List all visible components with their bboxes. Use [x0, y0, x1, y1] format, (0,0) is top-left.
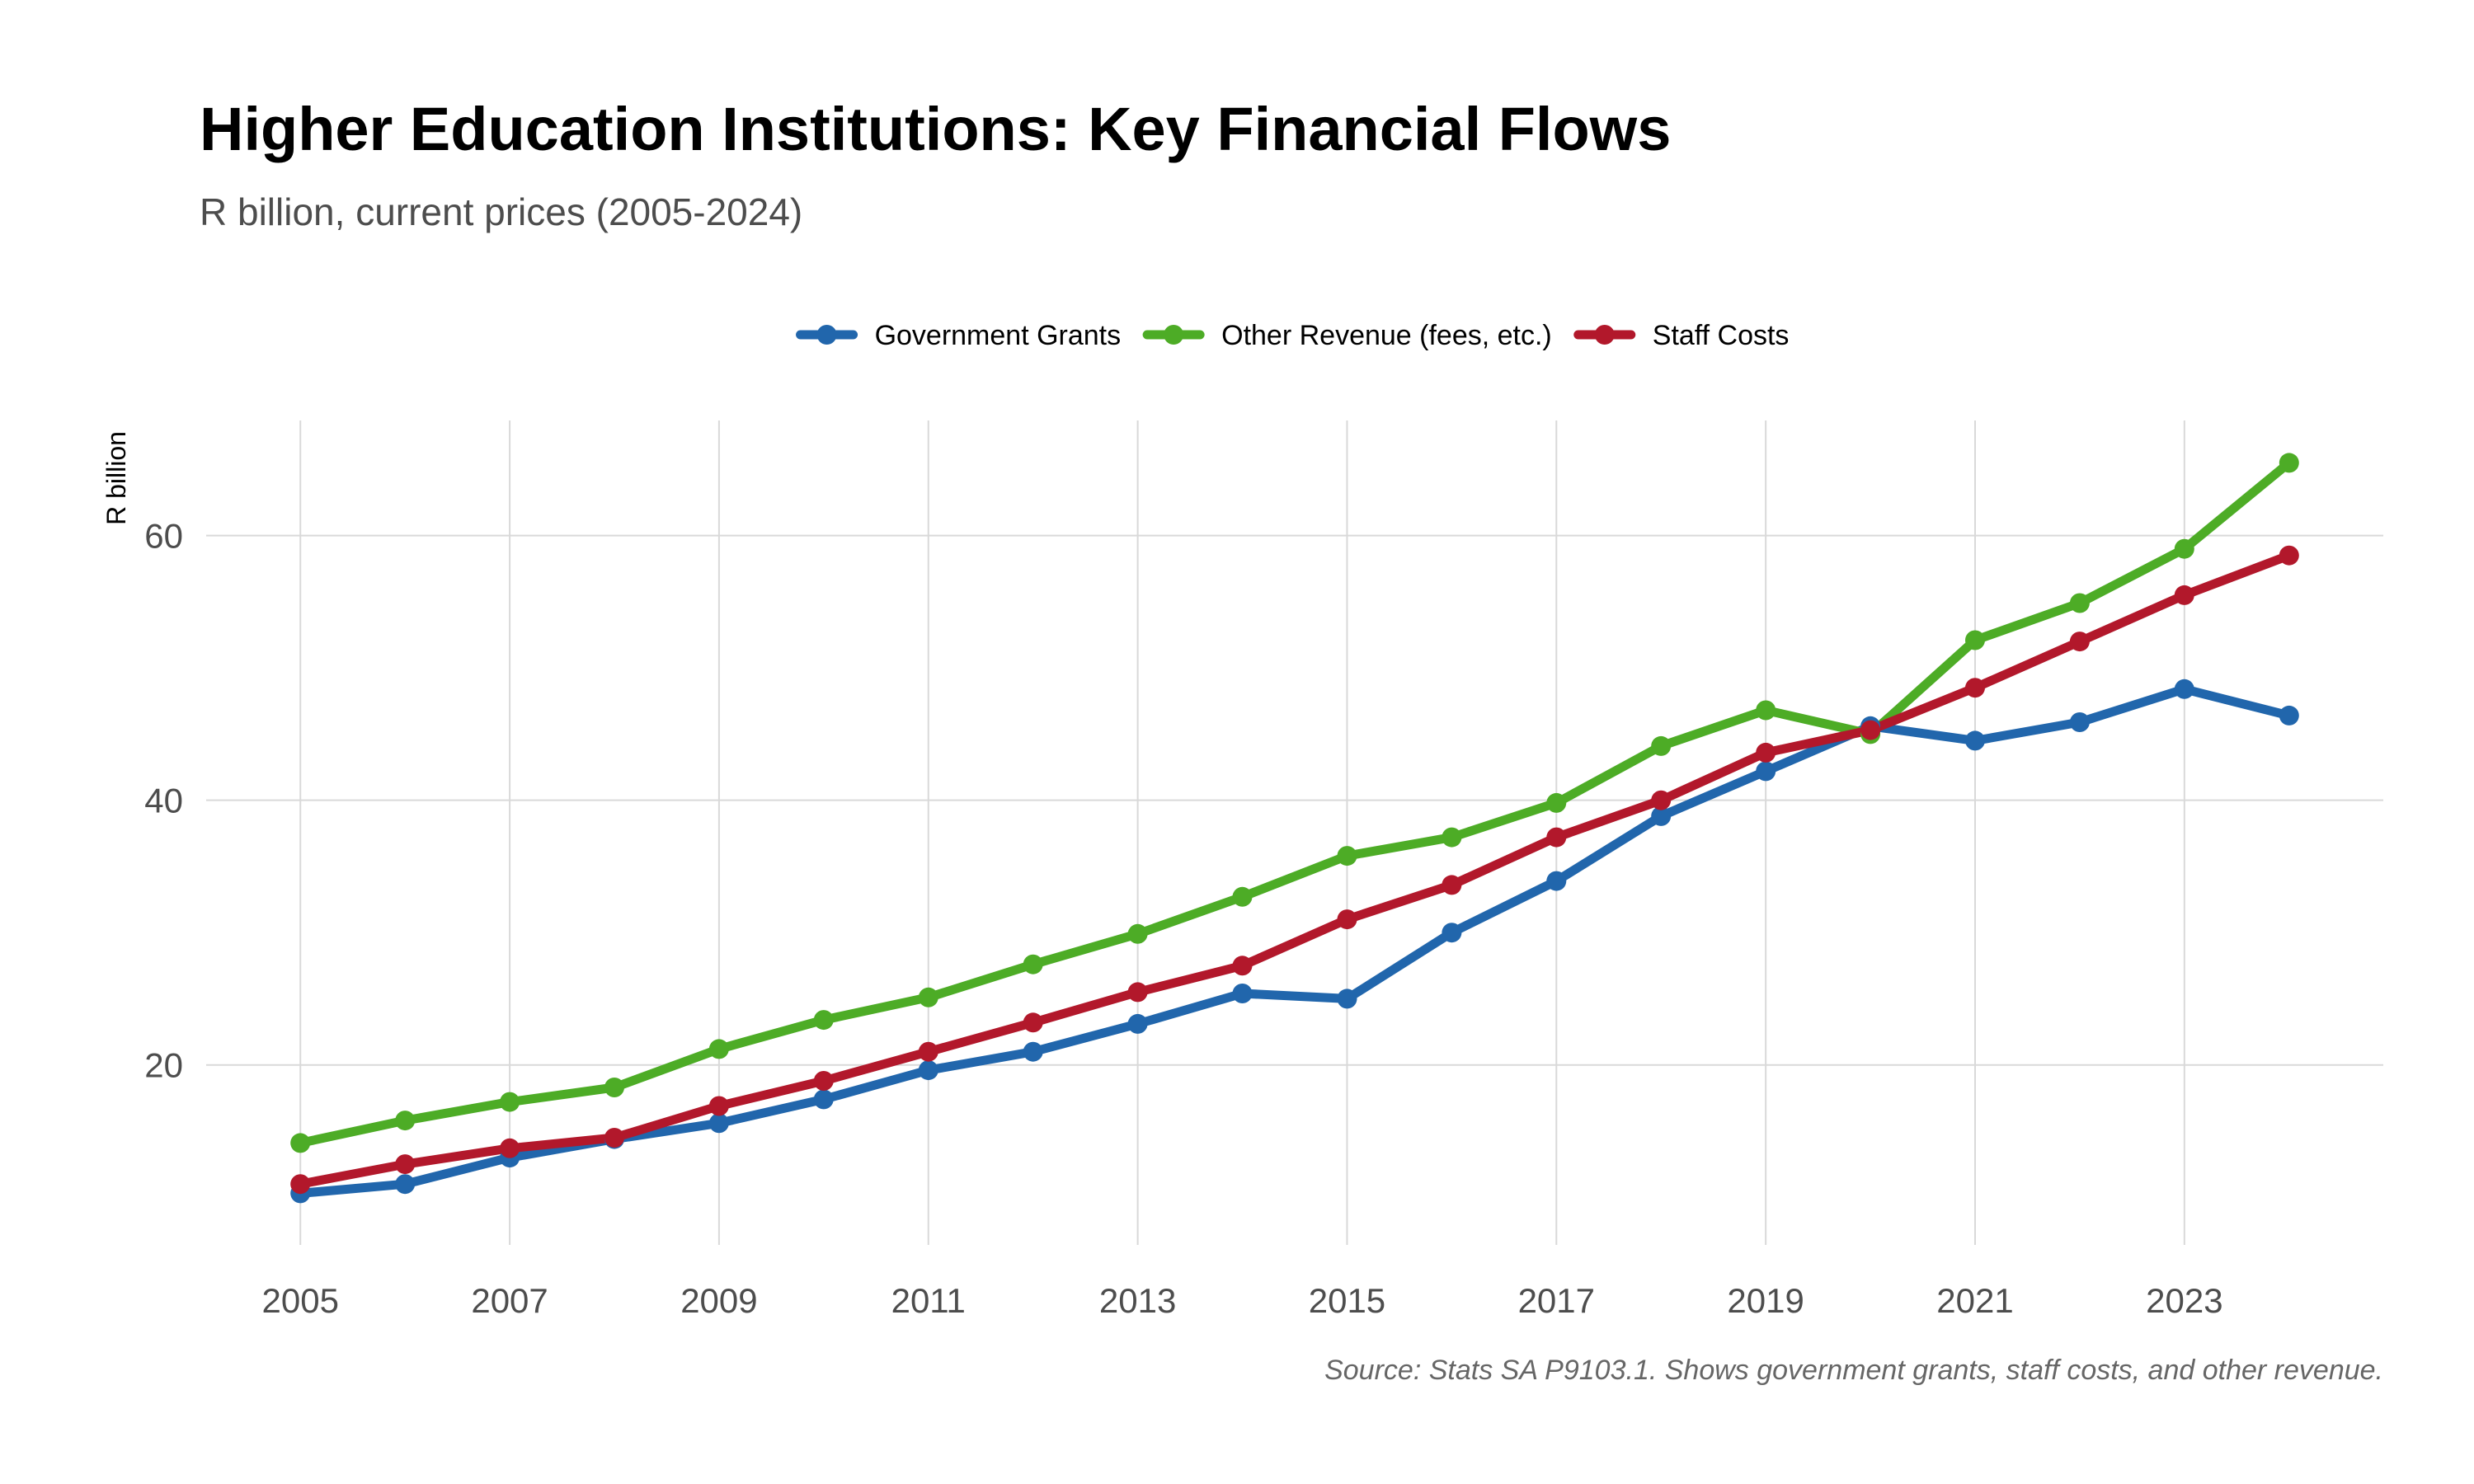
data-point-s2-2013 — [1127, 923, 1148, 944]
legend-key-point-3 — [1594, 325, 1615, 345]
data-point-s1-2012 — [1023, 1041, 1043, 1062]
x-tick-label-2021: 2021 — [1936, 1281, 2013, 1320]
data-point-s1-2021 — [1965, 730, 1985, 751]
data-point-s1-2014 — [1232, 984, 1253, 1003]
data-point-s3-2010 — [813, 1071, 834, 1091]
x-tick-label-2019: 2019 — [1727, 1281, 1804, 1320]
data-point-s3-2012 — [1023, 1012, 1043, 1033]
data-point-s1-2017 — [1546, 871, 1567, 891]
axis-tick-labels: 2005 2007 2009 2011 2013 2015 2017 2019 2021 2023… — [144, 517, 2222, 1320]
data-point-s2-2022 — [2069, 593, 2090, 613]
data-point-s1-2011 — [918, 1060, 938, 1081]
data-point-s1-2010 — [813, 1089, 834, 1110]
data-point-s3-2019 — [1756, 742, 1776, 763]
data-point-s3-2011 — [918, 1041, 938, 1062]
data-point-s1-2024 — [2279, 705, 2299, 726]
data-point-s2-2012 — [1023, 954, 1043, 974]
data-point-s3-2017 — [1546, 827, 1567, 848]
legend: Government Grants Other Revenue (fees, et… — [796, 320, 1790, 351]
data-point-s1-2018 — [1651, 805, 1672, 826]
x-tick-label-2023: 2023 — [2146, 1281, 2222, 1320]
data-point-s3-2006 — [395, 1154, 416, 1175]
data-point-s3-2009 — [708, 1096, 729, 1116]
data-point-s2-2023 — [2174, 538, 2194, 559]
data-point-s3-2005 — [290, 1174, 311, 1195]
data-point-s1-2013 — [1127, 1013, 1148, 1034]
y-axis-title: R billion — [101, 431, 131, 525]
data-point-s3-2008 — [604, 1128, 624, 1148]
data-point-s2-2024 — [2279, 453, 2299, 473]
series-line-2 — [295, 458, 2294, 1148]
series-lines — [295, 458, 2294, 1198]
data-point-s2-2019 — [1756, 700, 1776, 721]
x-tick-label-2005: 2005 — [262, 1281, 339, 1320]
data-point-s2-2010 — [813, 1010, 834, 1031]
data-point-s2-2005 — [290, 1133, 311, 1153]
series-line-3 — [295, 551, 2294, 1189]
chart-subtitle: R billion, current prices (2005-2024) — [200, 190, 802, 233]
data-point-s3-2021 — [1965, 678, 1985, 698]
data-point-s2-2011 — [918, 987, 938, 1007]
data-point-s2-2006 — [395, 1111, 416, 1131]
data-point-s3-2022 — [2069, 632, 2090, 652]
y-tick-label-20: 20 — [144, 1046, 183, 1085]
data-point-s1-2019 — [1756, 761, 1776, 782]
chart-caption: Source: Stats SA P9103.1. Shows governme… — [1324, 1355, 2383, 1386]
x-tick-label-2015: 2015 — [1309, 1281, 1385, 1320]
data-point-s2-2008 — [604, 1078, 624, 1097]
data-point-s2-2007 — [500, 1092, 520, 1112]
legend-label-2: Other Revenue (fees, etc.) — [1221, 320, 1552, 351]
legend-key-point-2 — [1164, 325, 1184, 345]
data-point-s1-2023 — [2174, 679, 2194, 699]
data-point-s3-2020 — [1860, 720, 1881, 740]
data-point-s2-2015 — [1337, 846, 1357, 866]
data-point-s1-2009 — [708, 1113, 729, 1134]
y-tick-label-40: 40 — [144, 782, 183, 820]
x-tick-label-2011: 2011 — [891, 1281, 966, 1320]
data-point-s2-2009 — [708, 1039, 729, 1059]
data-point-s2-2016 — [1442, 827, 1462, 848]
data-point-s1-2022 — [2069, 712, 2090, 732]
x-tick-label-2013: 2013 — [1099, 1281, 1176, 1320]
legend-label-1: Government Grants — [875, 320, 1122, 351]
data-point-s3-2014 — [1232, 956, 1253, 976]
data-point-s3-2016 — [1442, 875, 1462, 895]
x-tick-label-2007: 2007 — [471, 1281, 548, 1320]
data-point-s2-2021 — [1965, 630, 1985, 650]
data-point-s3-2018 — [1651, 790, 1672, 810]
data-point-s3-2007 — [500, 1138, 520, 1158]
gridlines — [206, 420, 2383, 1245]
data-point-s3-2024 — [2279, 545, 2299, 566]
x-tick-label-2017: 2017 — [1518, 1281, 1595, 1320]
y-tick-label-60: 60 — [144, 517, 183, 556]
data-point-s2-2014 — [1232, 886, 1253, 907]
legend-key-point-1 — [816, 325, 837, 345]
data-point-s3-2023 — [2174, 585, 2194, 605]
data-point-s3-2013 — [1127, 982, 1148, 1003]
x-tick-label-2009: 2009 — [680, 1281, 757, 1320]
legend-label-3: Staff Costs — [1653, 320, 1790, 351]
data-point-s1-2006 — [395, 1174, 416, 1195]
data-points — [290, 453, 2299, 1204]
data-point-s1-2016 — [1442, 923, 1462, 943]
data-point-s3-2015 — [1337, 909, 1357, 930]
chart-title: Higher Education Institutions: Key Finan… — [200, 95, 1671, 163]
data-point-s2-2017 — [1546, 792, 1567, 813]
data-point-s2-2018 — [1651, 735, 1672, 756]
data-point-s1-2015 — [1337, 989, 1357, 1009]
